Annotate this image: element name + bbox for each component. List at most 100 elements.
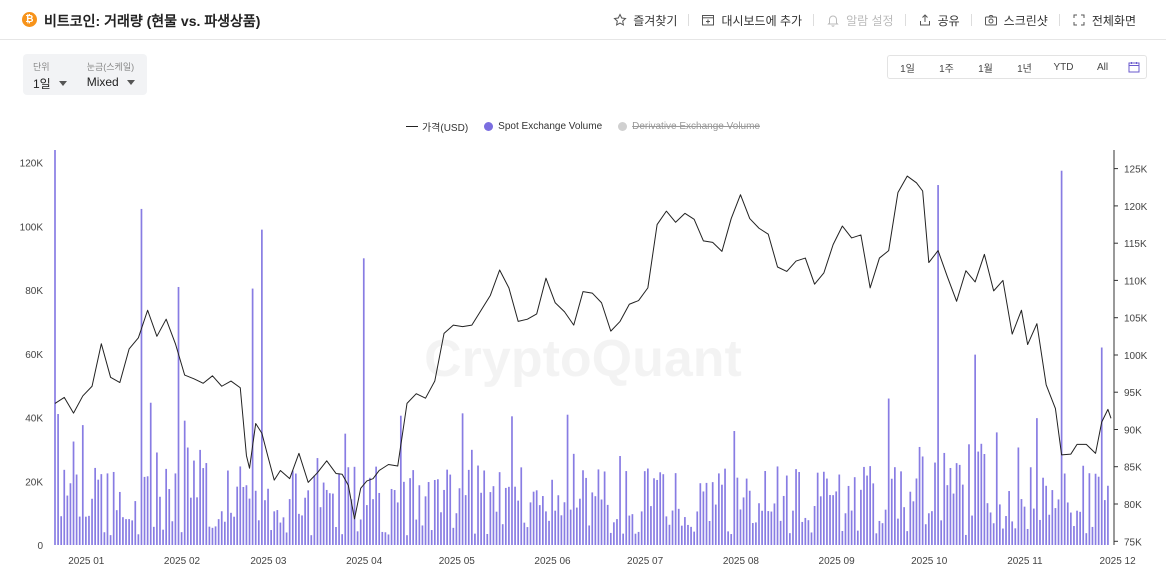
- spot-volume-bar: [227, 470, 229, 545]
- spot-volume-bar: [369, 477, 371, 545]
- spot-volume-bar: [307, 490, 310, 545]
- y-right-tick-label: 105K: [1124, 314, 1148, 325]
- spot-volume-bar: [1076, 510, 1078, 545]
- spot-volume-bar: [137, 534, 140, 545]
- header-actions: 즐겨찾기 대시보드에 추가 알람 설정 공유 스크린샷 전체화면: [601, 0, 1148, 40]
- spot-volume-bar: [1005, 516, 1007, 545]
- add-to-dashboard-button[interactable]: 대시보드에 추가: [689, 12, 814, 29]
- spot-volume-bar: [449, 474, 452, 545]
- y-left-tick-label: 60K: [25, 350, 43, 361]
- range-all-button[interactable]: All: [1096, 61, 1109, 73]
- spot-volume-bar: [1100, 347, 1103, 545]
- spot-volume-bar: [211, 527, 214, 545]
- spot-volume-bar: [764, 470, 767, 545]
- range-1d-button[interactable]: 1일: [900, 63, 915, 75]
- spot-volume-bar: [606, 504, 609, 545]
- y-left-tick-label: 20K: [25, 477, 43, 488]
- spot-volume-bar: [718, 473, 720, 545]
- legend-spot[interactable]: Spot Exchange Volume: [484, 119, 602, 134]
- spot-volume-bar: [520, 467, 523, 545]
- spot-volume-bar: [1079, 511, 1081, 545]
- favorite-button[interactable]: 즐겨찾기: [601, 12, 690, 29]
- spot-volume-bar: [1017, 447, 1020, 545]
- spot-volume-bar: [396, 502, 399, 545]
- spot-volume-bar: [912, 501, 915, 545]
- scale-selector[interactable]: 눈금(스케일) Mixed: [77, 54, 145, 95]
- spot-volume-bar: [190, 497, 192, 545]
- spot-volume-bar: [872, 483, 875, 545]
- spot-volume-bar: [208, 526, 211, 545]
- x-tick-label: 2025 07: [627, 556, 664, 567]
- spot-volume-bar: [1060, 170, 1063, 545]
- spot-volume-bar: [251, 288, 254, 545]
- spot-volume-bar: [261, 229, 263, 545]
- line-swatch: [405, 126, 418, 127]
- spot-volume-bar: [285, 532, 288, 545]
- calendar-icon[interactable]: [1122, 61, 1146, 73]
- x-tick-label: 2025 05: [439, 556, 476, 567]
- legend-derivative[interactable]: Derivative Exchange Volume: [618, 119, 760, 134]
- spot-volume-bar: [758, 503, 760, 545]
- spot-volume-bar: [650, 506, 652, 545]
- x-tick-label: 2025 09: [819, 556, 856, 567]
- spot-volume-bar: [646, 468, 649, 545]
- spot-volume-bar: [733, 431, 736, 545]
- spot-volume-bar: [613, 522, 615, 545]
- spot-volume-bar: [1020, 499, 1023, 545]
- caret-down-icon: [58, 81, 67, 86]
- spot-volume-bar: [1091, 526, 1094, 545]
- spot-volume-bar: [887, 398, 890, 545]
- spot-volume-bar: [915, 478, 918, 545]
- spot-volume-bar: [332, 493, 334, 545]
- screenshot-button[interactable]: 스크린샷: [972, 12, 1061, 29]
- range-1m-button[interactable]: 1월: [978, 63, 993, 75]
- spot-volume-bar: [230, 512, 232, 545]
- spot-volume-bar: [665, 516, 668, 545]
- spot-volume-bar: [847, 485, 850, 545]
- favorite-label: 즐겨찾기: [633, 13, 678, 28]
- spot-volume-bar: [727, 531, 729, 545]
- fullscreen-button[interactable]: 전체화면: [1060, 12, 1148, 29]
- spot-volume-bar: [276, 510, 279, 545]
- spot-volume-bar: [1057, 499, 1060, 545]
- spot-volume-bar: [751, 523, 754, 545]
- spot-volume-bar: [776, 466, 779, 545]
- spot-volume-bar: [832, 495, 834, 545]
- spot-volume-bar: [489, 492, 492, 545]
- y-right-tick-label: 95K: [1124, 388, 1142, 399]
- spot-volume-bar: [684, 517, 686, 545]
- spot-volume-bar: [220, 511, 223, 545]
- range-1y-button[interactable]: 1년: [1017, 63, 1032, 75]
- spot-volume-bar: [761, 510, 763, 545]
- spot-volume-bar: [795, 469, 797, 545]
- spot-volume-bar: [205, 463, 208, 545]
- spot-volume-bar: [467, 469, 470, 545]
- y-left-tick-label: 40K: [25, 414, 43, 425]
- spot-volume-bar: [708, 521, 711, 545]
- spot-volume-bar: [677, 508, 680, 545]
- alarm-settings-button[interactable]: 알람 설정: [814, 12, 906, 29]
- spot-volume-bar: [1026, 528, 1029, 545]
- watermark: CryptoQuant: [424, 330, 742, 388]
- legend-price[interactable]: 가격(USD): [405, 119, 468, 134]
- spot-volume-bar: [57, 414, 59, 545]
- spot-volume-bar: [1054, 508, 1057, 545]
- spot-volume-bar: [464, 495, 467, 545]
- legend-derivative-label: Derivative Exchange Volume: [632, 121, 760, 132]
- unit-selector[interactable]: 단위 1일: [23, 54, 77, 95]
- spot-volume-bar: [433, 479, 436, 545]
- range-ytd-button[interactable]: YTD: [1053, 61, 1074, 73]
- spot-volume-bar: [112, 471, 115, 545]
- spot-volume-bar: [1014, 528, 1017, 545]
- spot-volume-bar: [350, 499, 353, 545]
- spot-volume-bar: [100, 474, 103, 545]
- spot-volume-bar: [390, 488, 393, 545]
- spot-volume-bar: [273, 511, 276, 545]
- spot-volume-bar: [998, 504, 1001, 545]
- spot-volume-bar: [588, 525, 591, 545]
- spot-volume-bar: [542, 496, 544, 545]
- spot-volume-bar: [656, 479, 658, 545]
- share-button[interactable]: 공유: [906, 12, 972, 29]
- spot-volume-bar: [724, 468, 726, 545]
- range-1w-button[interactable]: 1주: [939, 63, 954, 75]
